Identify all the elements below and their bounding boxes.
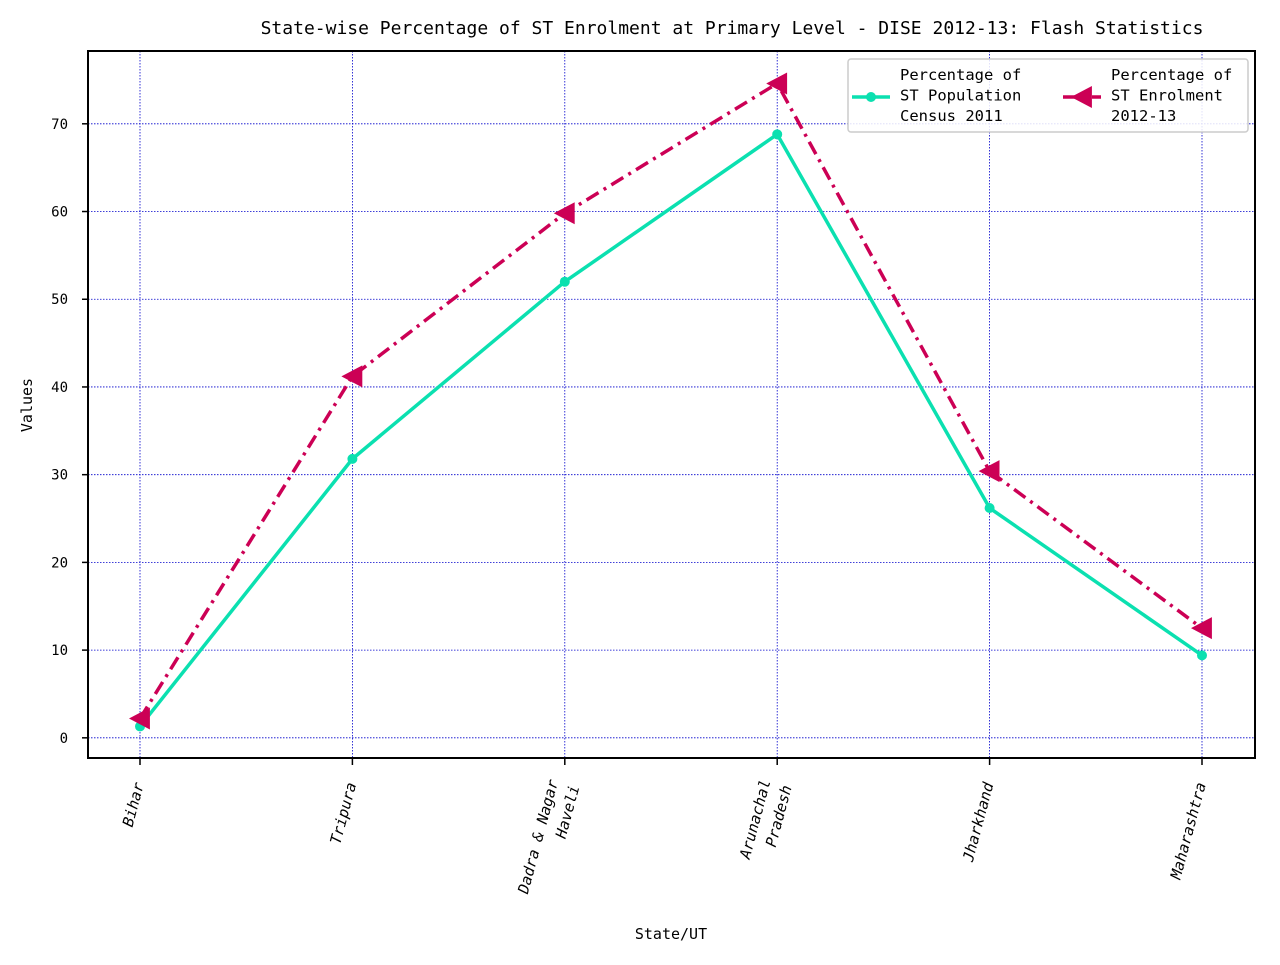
series-line-2 [138,81,1204,720]
plot-frame [87,50,1256,759]
x-axis-label: State/UT [635,925,707,943]
series-1-point [772,129,783,140]
x-tick-label: ArunachalPradesh [736,778,796,868]
y-tick-label: 10 [51,643,68,659]
legend-box [847,58,1249,133]
grid [88,51,1255,758]
series-layer [129,72,1212,732]
legend-label-1: Percentage of ST Population Census 2011 [900,66,1021,125]
legend-marker-1 [866,92,876,102]
x-tick-label: Bihar [119,780,148,828]
chart-title: State-wise Percentage of ST Enrolment at… [261,18,1204,39]
legend: Percentage of ST Population Census 2011 Per… [847,58,1249,133]
legend-marker-2 [1071,86,1092,108]
y-axis-label: Values [18,378,36,432]
series-1-point [984,503,995,514]
series-1-point [559,276,570,287]
x-tick-label: Dadra & NagarHaveli [514,778,583,903]
y-tick-label: 0 [60,731,68,747]
series-2-point [129,707,150,730]
y-tick-label: 60 [51,205,68,221]
y-tick-label: 70 [51,117,68,133]
series-1-point [347,453,358,464]
legend-label-2: Percentage of ST Enrolment 2012-13 [1111,66,1232,125]
series-2-point [978,460,1000,483]
x-axis: Bihar Tripura Dadra & NagarHaveli Arunachal… [119,758,1210,903]
series-1-point [1197,650,1207,661]
x-tick-label: Tripura [327,780,361,846]
y-tick-label: 20 [51,555,68,571]
y-tick-label: 50 [51,292,68,308]
y-tick-label: 30 [51,468,68,484]
series-2-point [553,202,575,225]
x-tick-label: Maharashtra [1167,780,1210,882]
series-line-1 [138,132,1203,728]
y-tick-label: 40 [51,380,68,396]
series-2-point [1191,617,1212,640]
series-2-point [766,72,788,95]
series-2-point [341,365,363,388]
y-axis: 0 10 20 30 40 50 60 70 [51,117,88,747]
x-tick-label: Jharkhand [959,779,998,864]
